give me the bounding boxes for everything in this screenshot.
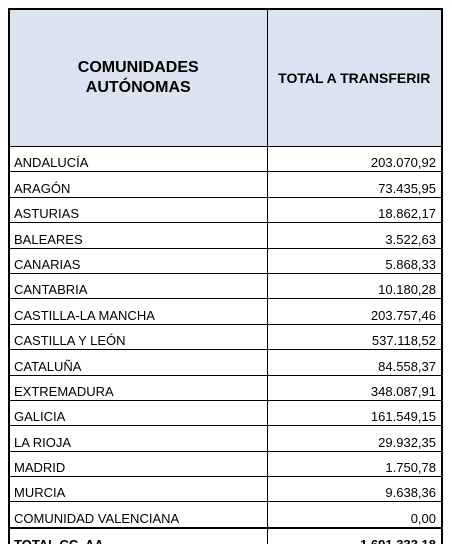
amount-cell: 18.862,17 <box>266 196 443 224</box>
amount-cell: 203.757,46 <box>266 298 443 325</box>
table-row: EXTREMADURA 348.087,91 <box>8 374 443 401</box>
region-cell: BALEARES <box>8 222 268 249</box>
region-cell: ARAGÓN <box>8 171 268 198</box>
table-row: MURCIA 9.638,36 <box>8 476 443 503</box>
header-row: COMUNIDADES AUTÓNOMAS TOTAL A TRANSFERIR <box>8 8 443 147</box>
amount-cell: 29.932,35 <box>266 425 443 452</box>
region-cell: TOTAL CC. AA. <box>8 526 268 544</box>
amount-cell: 161.549,15 <box>266 399 443 427</box>
table-row: BALEARES 3.522,63 <box>8 222 443 249</box>
amount-cell: 1.750,78 <box>266 450 443 478</box>
table-row: CANTABRIA 10.180,28 <box>8 272 443 300</box>
amount-cell: 537.118,52 <box>266 323 443 351</box>
table-row: CASTILLA-LA MANCHA 203.757,46 <box>8 298 443 325</box>
table-row: LA RIOJA 29.932,35 <box>8 425 443 452</box>
table-row: ANDALUCÍA 203.070,92 <box>8 145 443 173</box>
transfer-table: COMUNIDADES AUTÓNOMAS TOTAL A TRANSFERIR… <box>8 8 443 544</box>
region-cell: CATALUÑA <box>8 349 268 376</box>
table-row: ASTURIAS 18.862,17 <box>8 196 443 224</box>
amount-cell: 1.691.333,18 <box>266 526 443 544</box>
region-cell: EXTREMADURA <box>8 374 268 401</box>
table-row: CASTILLA Y LEÓN 537.118,52 <box>8 323 443 351</box>
table-row: COMUNIDAD VALENCIANA 0,00 <box>8 501 443 529</box>
amount-cell: 9.638,36 <box>266 476 443 503</box>
region-cell: CANTABRIA <box>8 272 268 300</box>
total-row: TOTAL CC. AA.1.691.333,18 <box>8 526 443 544</box>
amount-cell: 5.868,33 <box>266 247 443 274</box>
amount-cell: 3.522,63 <box>266 222 443 249</box>
region-cell: CASTILLA-LA MANCHA <box>8 298 268 325</box>
table-body: ANDALUCÍA 203.070,92 ARAGÓN 73.435,95 ASTURI… <box>8 145 443 544</box>
region-cell: ASTURIAS <box>8 196 268 224</box>
table-row: GALICIA 161.549,15 <box>8 399 443 427</box>
header-cell: TOTAL A TRANSFERIR <box>266 8 443 147</box>
table-row: ARAGÓN 73.435,95 <box>8 171 443 198</box>
amount-cell: 73.435,95 <box>266 171 443 198</box>
region-cell: CASTILLA Y LEÓN <box>8 323 268 351</box>
region-cell: MURCIA <box>8 476 268 503</box>
region-cell: LA RIOJA <box>8 425 268 452</box>
table-row: CANARIAS 5.868,33 <box>8 247 443 274</box>
table-row: CATALUÑA 84.558,37 <box>8 349 443 376</box>
table-row: MADRID 1.750,78 <box>8 450 443 478</box>
amount-cell: 10.180,28 <box>266 272 443 300</box>
region-cell: CANARIAS <box>8 247 268 274</box>
region-cell: ANDALUCÍA <box>8 145 268 173</box>
amount-cell: 203.070,92 <box>266 145 443 173</box>
amount-cell: 348.087,91 <box>266 374 443 401</box>
region-cell: COMUNIDAD VALENCIANA <box>8 501 268 529</box>
amount-cell: 0,00 <box>266 501 443 529</box>
region-cell: GALICIA <box>8 399 268 427</box>
header-cell: COMUNIDADES AUTÓNOMAS <box>8 8 268 147</box>
region-cell: MADRID <box>8 450 268 478</box>
amount-cell: 84.558,37 <box>266 349 443 376</box>
